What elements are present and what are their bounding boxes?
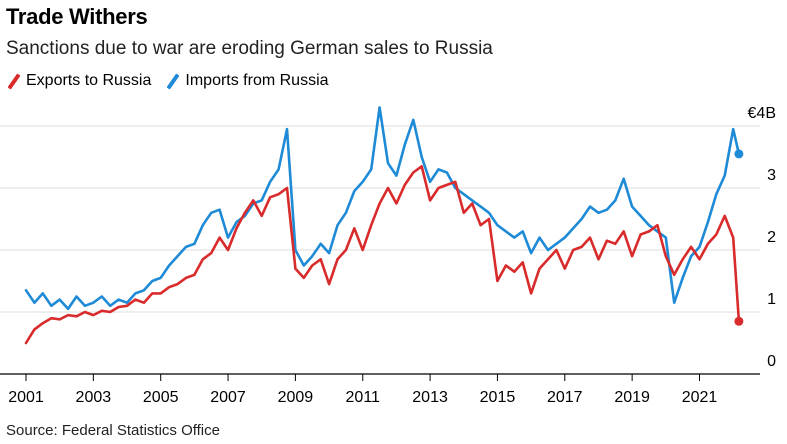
legend-item-imports: Imports from Russia — [165, 72, 329, 90]
legend-label-exports: Exports to Russia — [26, 72, 152, 89]
x-tick-label: 2001 — [8, 389, 44, 406]
x-tick-label: 2007 — [210, 389, 246, 406]
x-tick-label: 2015 — [480, 389, 516, 406]
x-tick-label: 2009 — [278, 389, 314, 406]
y-tick-label: 0 — [767, 353, 776, 370]
y-tick-label: 1 — [767, 291, 776, 308]
x-tick-label: 2017 — [547, 389, 583, 406]
x-tick-label: 2011 — [346, 389, 381, 406]
y-tick-label: €4B — [748, 105, 776, 122]
chart-title: Trade Withers — [6, 4, 148, 29]
x-tick-label: 2021 — [682, 389, 718, 406]
source-note: Source: Federal Statistics Office — [6, 422, 220, 439]
x-tick-label: 2003 — [76, 389, 112, 406]
chart-subtitle: Sanctions due to war are eroding German … — [6, 38, 493, 59]
legend-label-imports: Imports from Russia — [185, 72, 329, 89]
series-endpoint-exports — [734, 316, 744, 326]
series-endpoint-imports — [734, 149, 744, 159]
legend: Exports to Russia Imports from Russia — [6, 72, 343, 90]
x-tick-label: 2013 — [412, 389, 448, 406]
x-tick-label: 2005 — [143, 389, 179, 406]
legend-item-exports: Exports to Russia — [6, 72, 151, 90]
series-line-exports — [24, 165, 741, 345]
series-line-imports — [24, 106, 741, 311]
x-tick-label: 2019 — [614, 389, 650, 406]
y-tick-label: 2 — [767, 229, 776, 246]
y-tick-label: 3 — [767, 167, 776, 184]
